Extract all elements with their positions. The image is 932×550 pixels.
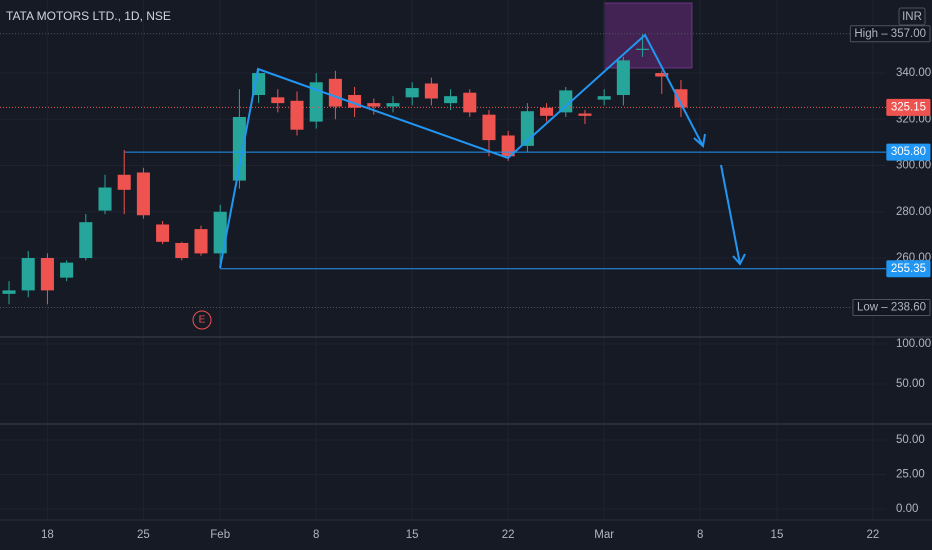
candle-body: [655, 73, 669, 77]
currency: INR: [902, 11, 922, 23]
candle-body: [156, 224, 170, 242]
y-tick-label: 280.00: [896, 206, 931, 218]
y-tick-label: 100.00: [896, 338, 931, 350]
candle-body: [40, 258, 54, 291]
x-tick-label: 18: [41, 529, 54, 541]
arrow-head: [732, 253, 746, 266]
candle-body: [21, 258, 35, 291]
candle-body: [60, 262, 74, 278]
x-tick-label: 8: [697, 529, 703, 541]
candle-body: [2, 290, 16, 294]
x-tick-label: Feb: [210, 529, 230, 541]
candle-body: [463, 92, 477, 113]
candle-body: [444, 96, 458, 104]
candle-body: [271, 97, 285, 104]
x-tick-label: 15: [771, 529, 784, 541]
candle-body: [636, 48, 650, 50]
price-label: 305.80: [891, 146, 926, 158]
candle-body: [482, 114, 496, 141]
y-tick-label: 340.00: [896, 67, 931, 79]
event-marker: E: [199, 315, 206, 326]
price-label: Low – 238.60: [857, 302, 926, 314]
price-label: High – 357.00: [854, 28, 926, 40]
price-label-box: [886, 98, 931, 116]
candle-body: [386, 103, 400, 107]
x-tick-label: 22: [502, 529, 515, 541]
price-label: 255.35: [891, 263, 926, 275]
candle-body: [616, 60, 630, 96]
y-tick-label: 300.00: [896, 160, 931, 172]
y-tick-label: 0.00: [896, 503, 918, 515]
candle-body: [98, 187, 112, 211]
price-label-box: [886, 260, 931, 278]
candle-body: [117, 174, 131, 190]
candle-body: [597, 96, 611, 100]
candle-body: [405, 88, 419, 98]
price-label-box: [852, 298, 931, 316]
arrow-head: [693, 133, 706, 148]
price-label-box: [849, 25, 931, 43]
currency-box: [898, 7, 926, 26]
candle-body: [559, 90, 573, 113]
price-label-box: [886, 143, 931, 161]
candle-body: [309, 82, 323, 122]
candle-body: [540, 107, 554, 116]
candle-body: [175, 242, 189, 259]
candle-body: [136, 172, 150, 216]
x-tick-label: 15: [406, 529, 419, 541]
x-tick-label: Mar: [594, 529, 614, 541]
candle-body: [328, 78, 342, 107]
y-tick-label: 50.00: [896, 434, 925, 446]
candle-body: [79, 222, 93, 259]
candle-body: [578, 113, 592, 116]
candle-body: [501, 135, 515, 157]
price-label: 325.15: [891, 101, 926, 113]
candle-body: [194, 229, 208, 254]
event-circle: [192, 310, 212, 330]
candle-body: [213, 211, 227, 254]
y-tick-label: 320.00: [896, 113, 931, 125]
candle-body: [674, 89, 688, 108]
y-tick-label: 25.00: [896, 469, 925, 481]
pattern-line: [219, 33, 704, 269]
candle-body: [367, 103, 381, 107]
y-tick-label: 50.00: [896, 378, 925, 390]
candle-body: [290, 100, 304, 130]
marks: [0, 33, 886, 308]
x-tick-label: 22: [867, 529, 880, 541]
candle-body: [232, 116, 246, 181]
highlight-box: [603, 2, 693, 69]
candle-body: [424, 83, 438, 99]
chart-title: TATA MOTORS LTD., 1D, NSE: [6, 9, 171, 23]
price-labels: High – 357.00 325.15 305.80 255.35 Low – 238…: [849, 25, 931, 316]
arrow: [720, 164, 741, 265]
x-tick-label: 8: [313, 529, 319, 541]
x-tick-label: 25: [137, 529, 150, 541]
